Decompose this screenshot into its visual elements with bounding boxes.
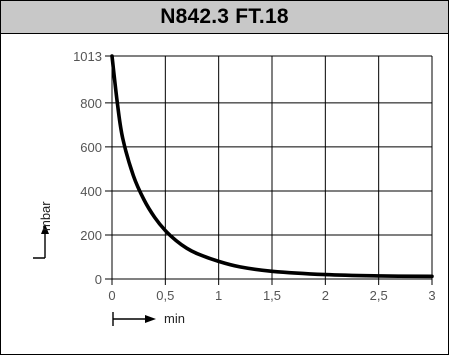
- x-tick-label: 0: [108, 288, 115, 303]
- x-tick-labels: 0 0,5 1 1,5 2 2,5 3: [108, 288, 435, 303]
- y-axis-arrowhead-icon: [41, 224, 49, 234]
- y-tick-label: 800: [80, 96, 102, 111]
- y-tick-label: 1013: [73, 49, 102, 64]
- x-axis-arrowhead-icon: [145, 315, 156, 323]
- y-tick-label: 200: [80, 228, 102, 243]
- axis-arrows: [33, 224, 156, 326]
- x-tick-label: 3: [428, 288, 435, 303]
- title-bar: N842.3 FT.18: [1, 1, 448, 34]
- series-group: [110, 54, 434, 279]
- y-tick-label: 400: [80, 184, 102, 199]
- y-tick-labels: 0 200 400 600 800 1013: [73, 49, 102, 287]
- x-tick-label: 1,5: [263, 288, 281, 303]
- y-tick-label: 0: [95, 272, 102, 287]
- x-tick-label: 1: [215, 288, 222, 303]
- series-line-0: [110, 54, 434, 279]
- grid: [105, 55, 433, 285]
- y-tick-label: 600: [80, 140, 102, 155]
- y-axis-arrow-icon: [33, 232, 46, 259]
- x-tick-label: 2,5: [370, 288, 388, 303]
- chart-title: N842.3 FT.18: [160, 5, 289, 28]
- x-axis-arrow-icon: [112, 312, 146, 326]
- x-tick-label: 0,5: [156, 288, 174, 303]
- x-axis-label: min: [164, 311, 185, 326]
- y-axis-label: mbar: [38, 201, 53, 231]
- x-tick-label: 2: [322, 288, 329, 303]
